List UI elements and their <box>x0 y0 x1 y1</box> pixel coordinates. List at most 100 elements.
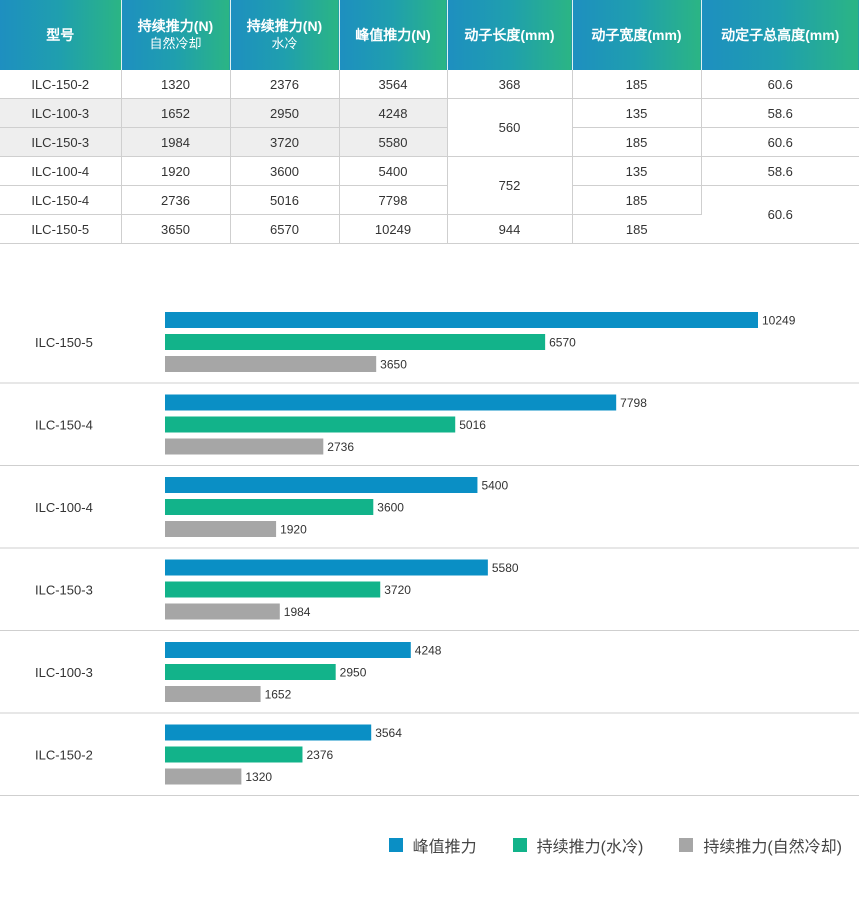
cell-natural: 2736 <box>121 185 231 215</box>
table-row: ILC-100-4 1920 3600 5400 752 135 58.6 <box>0 156 859 215</box>
data-label: 3650 <box>380 358 407 372</box>
cell-length: 752 <box>447 156 573 215</box>
cell-natural: 1652 <box>121 98 231 128</box>
cell-model: ILC-150-2 <box>0 70 122 99</box>
cell-width: 185 <box>572 70 702 99</box>
data-label: 1320 <box>245 770 272 784</box>
bar-group: ILC-150-3 5580 3720 1984 <box>0 559 859 631</box>
bar-natural <box>165 356 377 372</box>
cell-natural: 1984 <box>121 127 231 157</box>
data-label: 3600 <box>377 501 404 515</box>
cell-height: 60.6 <box>701 127 859 157</box>
cell-water: 3720 <box>230 127 340 157</box>
cell-height: 60.6 <box>701 70 859 99</box>
data-label: 1652 <box>265 688 292 702</box>
legend-label-natural: 持续推力(自然冷却) <box>703 839 842 856</box>
bar-water <box>165 416 456 433</box>
header-total-height: 动定子总高度(mm) <box>701 0 859 70</box>
bar-peak <box>165 394 617 411</box>
data-label: 2736 <box>327 440 354 454</box>
cell-length: 368 <box>447 70 573 99</box>
cell-model: ILC-150-5 <box>0 214 122 244</box>
data-label: 2950 <box>340 666 367 680</box>
cell-peak: 3564 <box>339 70 448 99</box>
legend-swatch-water <box>512 838 527 852</box>
bar-water <box>165 746 303 763</box>
cell-height: 60.6 <box>701 185 859 244</box>
table-row: ILC-150-2 1320 2376 3564 368 185 60.6 <box>0 70 859 99</box>
bar-group: ILC-150-2 3564 2376 1320 <box>0 724 859 796</box>
table-row: ILC-150-5 3650 6570 10249 944 185 <box>0 214 859 244</box>
bar-natural <box>165 603 280 620</box>
table-row: ILC-100-3 1652 2950 4248 560 135 58.6 <box>0 98 859 157</box>
legend-label-water: 持续推力(水冷) <box>536 839 644 856</box>
bar-peak <box>165 724 372 741</box>
cell-peak: 10249 <box>339 214 448 244</box>
legend-item-natural: 持续推力(自然冷却) <box>679 833 842 857</box>
bar-water <box>165 499 374 515</box>
data-label: 1920 <box>280 523 307 537</box>
cell-height: 58.6 <box>701 156 859 186</box>
cell-length: 944 <box>447 214 573 244</box>
cell-model: ILC-150-4 <box>0 185 122 215</box>
cell-peak: 5580 <box>339 127 448 157</box>
cell-width: 135 <box>572 156 702 186</box>
bar-group: ILC-100-4 5400 3600 1920 <box>0 477 859 549</box>
data-label: 3720 <box>384 583 411 597</box>
cell-natural: 1920 <box>121 156 231 186</box>
table-row: ILC-150-3 1984 3720 5580 185 60.6 <box>0 127 859 157</box>
category-label: ILC-150-5 <box>35 335 93 350</box>
header-mover-width: 动子宽度(mm) <box>572 0 702 70</box>
cell-water: 2376 <box>230 70 340 99</box>
data-label: 6570 <box>549 336 576 350</box>
cell-water: 5016 <box>230 185 340 215</box>
legend-label-peak: 峰值推力 <box>412 839 477 856</box>
legend-swatch-peak <box>388 838 403 852</box>
cell-water: 6570 <box>230 214 340 244</box>
legend-item-peak: 峰值推力 <box>388 833 477 857</box>
data-label: 3564 <box>375 726 402 740</box>
header-natural-thrust: 持续推力(N) 自然冷却 <box>121 0 231 70</box>
bar-natural <box>165 686 261 702</box>
header-mover-length: 动子长度(mm) <box>447 0 573 70</box>
bar-natural <box>165 521 277 537</box>
category-label: ILC-150-3 <box>35 583 93 598</box>
table-header-row: 型号 持续推力(N) 自然冷却 持续推力(N) 水冷 峰值推力(N) 动子长度(mm… <box>0 0 859 70</box>
data-label: 10249 <box>762 314 796 328</box>
category-label: ILC-100-3 <box>35 665 93 680</box>
cell-model: ILC-100-4 <box>0 156 122 186</box>
bar-peak <box>165 477 478 493</box>
cell-peak: 4248 <box>339 98 448 128</box>
thrust-bar-chart: ILC-150-5 10249 6570 3650 ILC-150-4 7798 5016 2… <box>0 312 859 796</box>
data-label: 7798 <box>620 396 647 410</box>
header-peak-thrust: 峰值推力(N) <box>339 0 448 70</box>
chart-legend: 峰值推力 持续推力(水冷) 持续推力(自然冷却) <box>388 833 842 857</box>
bar-water <box>165 581 381 598</box>
bar-peak <box>165 312 758 328</box>
bar-natural <box>165 438 324 455</box>
cell-length: 560 <box>447 98 573 157</box>
cell-peak: 5400 <box>339 156 448 186</box>
cell-natural: 3650 <box>121 214 231 244</box>
category-label: ILC-150-2 <box>35 748 93 763</box>
cell-peak: 7798 <box>339 185 448 215</box>
cell-model: ILC-150-3 <box>0 127 122 157</box>
cell-width: 185 <box>572 214 701 244</box>
header-model: 型号 <box>0 0 122 70</box>
data-label: 2376 <box>306 748 333 762</box>
cell-model: ILC-100-3 <box>0 98 122 128</box>
cell-width: 185 <box>572 185 702 215</box>
bar-group: ILC-150-5 10249 6570 3650 <box>0 312 859 384</box>
bar-water <box>165 664 336 680</box>
bar-peak <box>165 559 488 576</box>
bar-peak <box>165 642 411 658</box>
table-row: ILC-150-4 2736 5016 7798 185 60.6 <box>0 185 859 244</box>
data-label: 5016 <box>459 418 486 432</box>
category-label: ILC-150-4 <box>35 418 93 433</box>
cell-water: 3600 <box>230 156 340 186</box>
cell-height: 58.6 <box>701 98 859 128</box>
spec-table: 型号 持续推力(N) 自然冷却 持续推力(N) 水冷 峰值推力(N) 动子长度(mm… <box>0 0 859 244</box>
bar-group: ILC-150-4 7798 5016 2736 <box>0 394 859 466</box>
bar-water <box>165 334 546 350</box>
cell-natural: 1320 <box>121 70 231 99</box>
